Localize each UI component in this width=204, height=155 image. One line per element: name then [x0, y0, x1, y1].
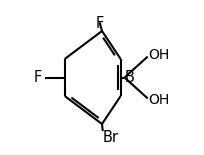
Text: B: B — [124, 70, 134, 85]
Text: OH: OH — [149, 48, 170, 62]
Text: F: F — [34, 70, 42, 85]
Text: OH: OH — [149, 93, 170, 107]
Text: Br: Br — [103, 130, 119, 145]
Text: F: F — [95, 16, 104, 31]
